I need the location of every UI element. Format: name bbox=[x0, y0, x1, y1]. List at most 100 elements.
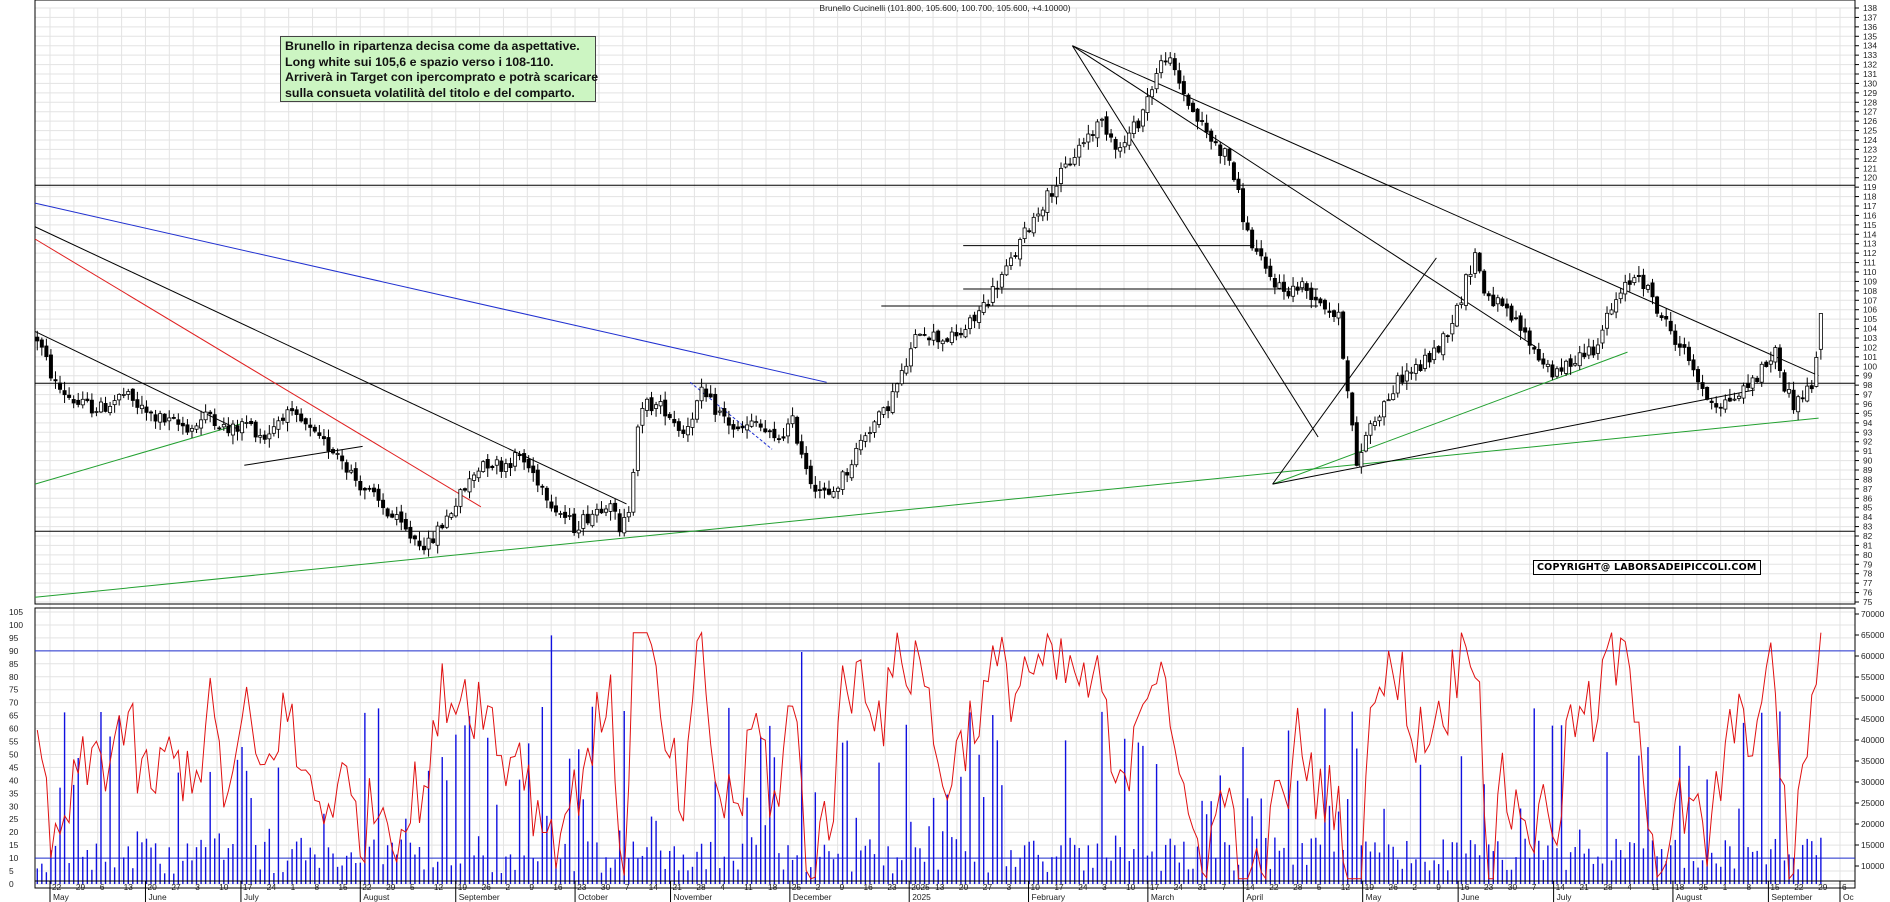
candle-body bbox=[754, 421, 759, 424]
candle-body bbox=[294, 409, 299, 415]
candle-body bbox=[1377, 416, 1382, 422]
month-label: February bbox=[1032, 892, 1066, 902]
candle-body bbox=[585, 513, 590, 524]
month-label: 2025 bbox=[912, 892, 931, 902]
grid bbox=[35, 7, 1855, 885]
candle-body bbox=[1741, 385, 1746, 399]
candle-body bbox=[790, 415, 795, 425]
candle-body bbox=[1500, 298, 1505, 306]
candle-body bbox=[899, 370, 904, 385]
candle-body bbox=[799, 441, 804, 455]
candle-body bbox=[1582, 352, 1587, 358]
oscillator-tick-label: 80 bbox=[9, 672, 19, 682]
candle-body bbox=[672, 419, 677, 424]
price-tick-label: 106 bbox=[1863, 305, 1877, 315]
candle-body bbox=[1441, 333, 1446, 356]
candle-body bbox=[126, 391, 131, 395]
price-axis: 7576777879808182838485868788899091929394… bbox=[1855, 3, 1877, 607]
candle-body bbox=[1186, 94, 1191, 106]
candle-body bbox=[1027, 230, 1032, 233]
candle-body bbox=[1668, 320, 1673, 332]
candle-body bbox=[1336, 311, 1341, 319]
candle-body bbox=[217, 427, 222, 430]
price-tick-label: 84 bbox=[1863, 512, 1873, 522]
candle-body bbox=[1586, 346, 1591, 356]
candle-body bbox=[399, 511, 404, 523]
price-tick-label: 108 bbox=[1863, 286, 1877, 296]
candle-body bbox=[1477, 252, 1482, 272]
analysis-note-line-2: Long white sui 105,6 e spazio verso i 10… bbox=[285, 54, 554, 69]
candle-body bbox=[1204, 122, 1209, 133]
day-tick-label: 28 bbox=[696, 882, 706, 892]
price-tick-label: 124 bbox=[1863, 135, 1877, 145]
trendline bbox=[34, 226, 627, 505]
candle-body bbox=[1805, 385, 1810, 402]
candle-body bbox=[1436, 346, 1441, 353]
price-tick-label: 100 bbox=[1863, 361, 1877, 371]
oscillator-tick-label: 5 bbox=[9, 866, 14, 876]
day-tick-label: 25 bbox=[792, 882, 802, 892]
price-tick-label: 104 bbox=[1863, 324, 1877, 334]
candle-body bbox=[1645, 284, 1650, 290]
candle-body bbox=[968, 317, 973, 330]
candle-body bbox=[1718, 406, 1723, 409]
candle-body bbox=[58, 382, 63, 390]
volume-tick-label: 70000 bbox=[1861, 609, 1885, 619]
candle-body bbox=[685, 426, 690, 436]
price-tick-label: 109 bbox=[1863, 276, 1877, 286]
candle-body bbox=[958, 332, 963, 336]
candle-body bbox=[85, 398, 90, 402]
candle-body bbox=[312, 426, 317, 432]
candle-body bbox=[285, 409, 290, 423]
day-tick-label: 13 bbox=[935, 882, 945, 892]
candle-body bbox=[667, 414, 672, 419]
candle-body bbox=[221, 423, 226, 428]
volume-tick-label: 50000 bbox=[1861, 693, 1885, 703]
price-tick-label: 111 bbox=[1863, 258, 1876, 268]
price-tick-label: 112 bbox=[1863, 248, 1877, 258]
candle-body bbox=[1054, 185, 1059, 198]
day-tick-label: 14 bbox=[1245, 882, 1255, 892]
candle-body bbox=[1800, 397, 1805, 400]
candle-body bbox=[48, 354, 53, 379]
day-tick-label: 1 bbox=[1723, 882, 1728, 892]
candle-body bbox=[1040, 209, 1045, 217]
price-tick-label: 116 bbox=[1863, 210, 1877, 220]
candle-body bbox=[235, 425, 240, 432]
candle-body bbox=[1782, 372, 1787, 392]
candle-body bbox=[817, 489, 822, 492]
candle-body bbox=[412, 535, 417, 540]
candle-body bbox=[276, 420, 281, 430]
price-tick-label: 126 bbox=[1863, 116, 1877, 126]
candle-body bbox=[649, 397, 654, 412]
candle-body bbox=[1764, 361, 1769, 367]
candle-body bbox=[1354, 422, 1359, 466]
candle-body bbox=[1136, 120, 1141, 129]
month-label: October bbox=[578, 892, 608, 902]
day-tick-label: 1 bbox=[291, 882, 296, 892]
candle-body bbox=[1445, 335, 1450, 337]
price-tick-label: 101 bbox=[1863, 352, 1877, 362]
candle-body bbox=[449, 513, 454, 518]
price-tick-label: 103 bbox=[1863, 333, 1877, 343]
price-tick-label: 130 bbox=[1863, 78, 1877, 88]
day-tick-label: 30 bbox=[1508, 882, 1518, 892]
candle-body bbox=[1486, 293, 1491, 297]
candle-body bbox=[299, 413, 304, 422]
candle-body bbox=[1277, 282, 1282, 289]
candle-body bbox=[658, 401, 663, 407]
candle-body bbox=[1250, 229, 1255, 249]
candle-body bbox=[1359, 452, 1364, 468]
candle-body bbox=[995, 287, 1000, 290]
candles bbox=[35, 52, 1823, 557]
candle-body bbox=[358, 480, 363, 491]
candle-body bbox=[1736, 395, 1741, 399]
candle-body bbox=[840, 471, 845, 490]
candle-body bbox=[503, 463, 508, 472]
candle-body bbox=[1627, 280, 1632, 285]
oscillator-tick-label: 30 bbox=[9, 801, 19, 811]
price-tick-label: 136 bbox=[1863, 22, 1877, 32]
price-tick-label: 122 bbox=[1863, 154, 1877, 164]
candle-body bbox=[1423, 354, 1428, 369]
candle-body bbox=[1177, 70, 1182, 84]
